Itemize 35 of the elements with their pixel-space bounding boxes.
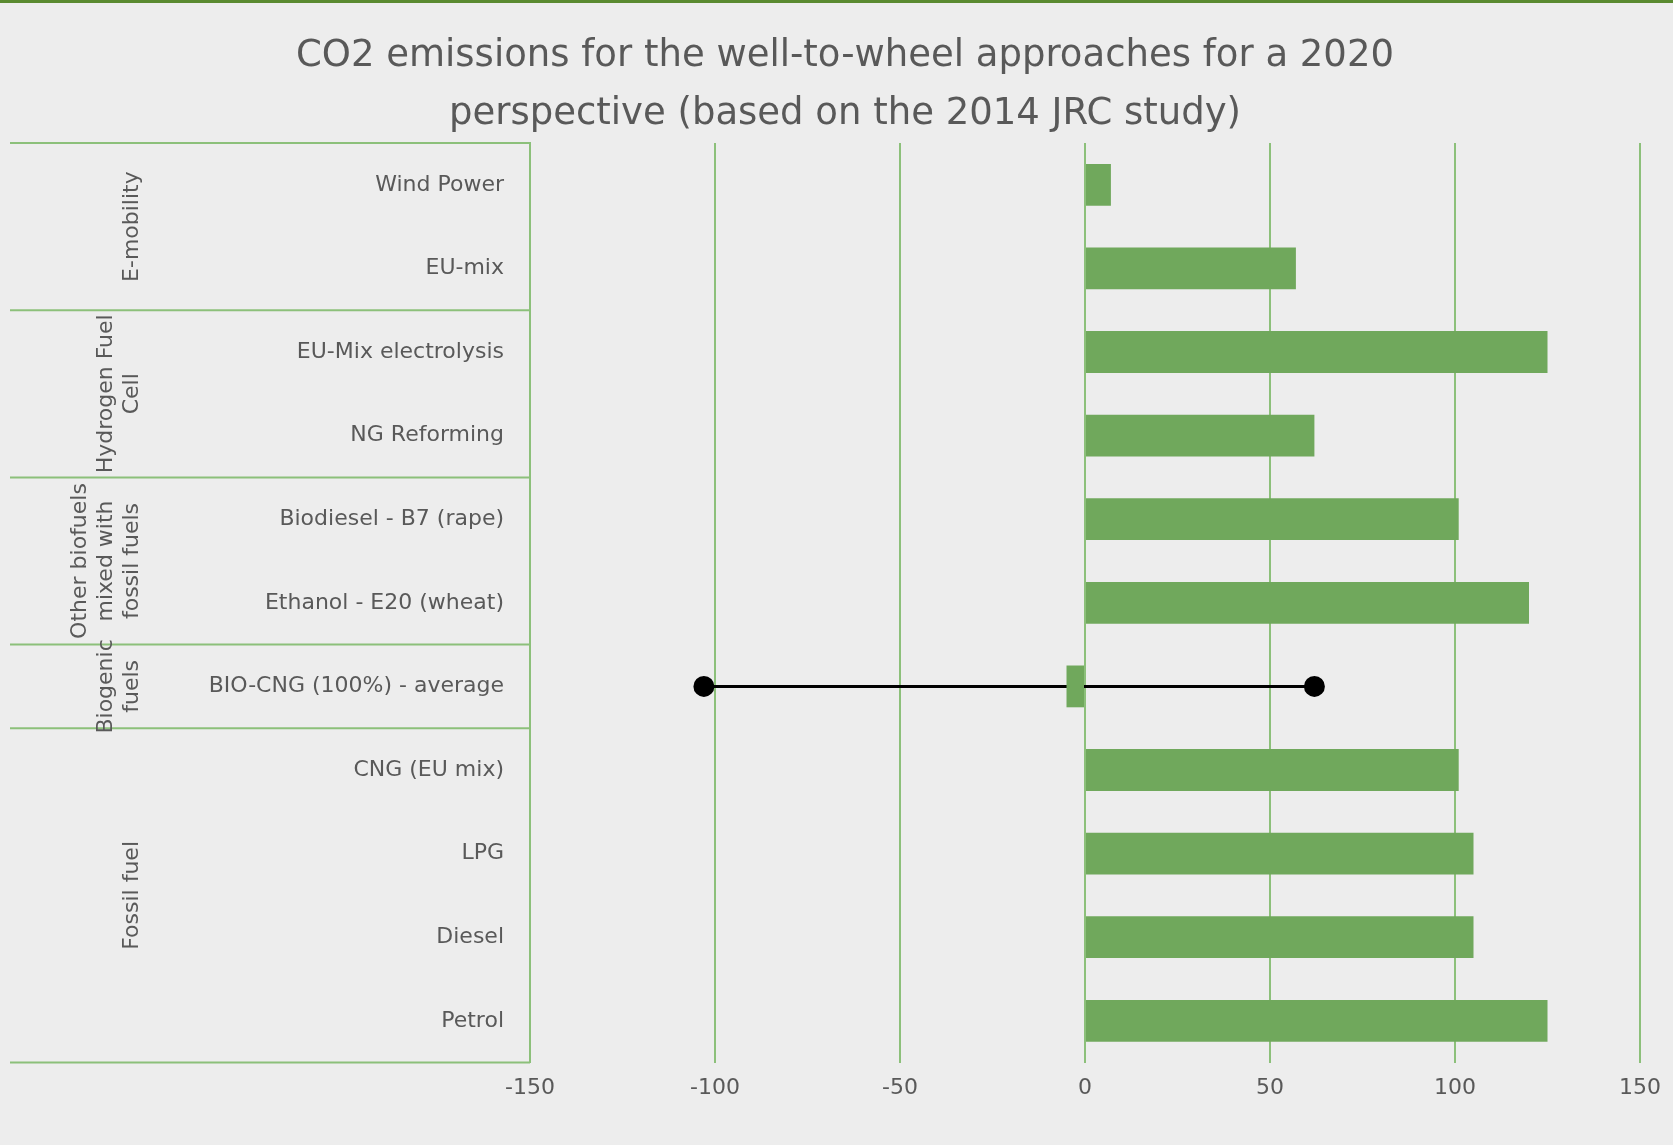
chart-title: CO2 emissions for the well-to-wheel approaches for a 2020 perspective (based on the 2014 JRC study): [295, 31, 1395, 135]
bar: [1066, 665, 1084, 708]
y-tick-label: LPG: [461, 839, 504, 865]
x-tick-label: 150: [1619, 1073, 1661, 1099]
text: E-mobility: [117, 171, 143, 282]
text: Biogenic fuels: [91, 639, 143, 734]
x-tick-label: 100: [1434, 1073, 1476, 1099]
bar: [1086, 331, 1548, 373]
x-tick-label: -100: [690, 1073, 740, 1099]
y-tick-label: EU-Mix electrolysis: [296, 337, 504, 363]
y-tick-label: NG Reforming: [350, 421, 504, 447]
x-tick-label: -50: [882, 1073, 918, 1099]
x-tick-label: 0: [1078, 1073, 1092, 1099]
bar: [1086, 916, 1474, 959]
text: Hydrogen Fuel Cell: [91, 314, 143, 474]
text: Fossil fuel: [117, 840, 143, 950]
text: Other biofuels mixed with fossil fuels: [65, 483, 143, 639]
y-tick-label: Wind Power: [375, 170, 505, 196]
bar: [1086, 414, 1315, 457]
y-tick-label: Petrol: [441, 1006, 504, 1032]
bar: [1086, 581, 1529, 624]
bar: [1086, 749, 1459, 791]
y-tick-label: BIO-CNG (100%) - average: [208, 672, 504, 698]
y-tick-label: Biodiesel - B7 (rape): [279, 504, 504, 530]
bar: [1086, 163, 1111, 206]
y-tick-label: EU-mix: [425, 254, 504, 280]
bar: [1086, 999, 1548, 1042]
x-tick-label: 50: [1256, 1073, 1284, 1099]
bar: [1086, 498, 1459, 541]
y-tick-label: Ethanol - E20 (wheat): [264, 588, 504, 614]
y-tick-label: Diesel: [436, 922, 504, 948]
x-tick-label: -150: [505, 1073, 555, 1099]
bar: [1086, 247, 1296, 290]
y-tick-label: CNG (EU mix): [353, 755, 504, 781]
bar: [1086, 832, 1474, 875]
